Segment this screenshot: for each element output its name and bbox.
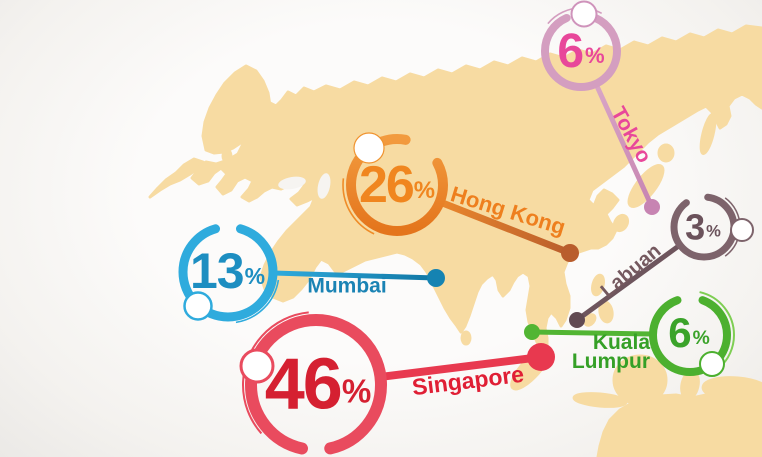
kuala-lumpur-percent-sign: % bbox=[692, 327, 710, 349]
kuala-lumpur-ring-accent-arc bbox=[645, 290, 735, 380]
kuala-lumpur-value-number: 6 bbox=[668, 309, 692, 357]
hong-kong-ring-arc bbox=[346, 134, 448, 236]
kuala-lumpur-value: 6% bbox=[668, 312, 710, 354]
mumbai-ring-arc bbox=[178, 222, 278, 322]
mumbai-label: Mumbai bbox=[307, 274, 387, 298]
hong-kong-percent-sign: % bbox=[413, 176, 435, 204]
labuan-value: 3% bbox=[685, 209, 721, 245]
singapore-value: 46% bbox=[265, 349, 372, 421]
labuan-percent-sign: % bbox=[706, 221, 721, 241]
hong-kong-ring-accent-arc bbox=[342, 130, 452, 240]
mumbai-percent-sign: % bbox=[244, 262, 265, 289]
island-taiwan bbox=[588, 229, 600, 247]
tokyo-value-number: 6 bbox=[557, 25, 585, 79]
tokyo-map-dot bbox=[644, 199, 660, 215]
island-hokkaido bbox=[657, 143, 675, 163]
hong-kong-map-dot bbox=[561, 244, 579, 262]
island-palawan bbox=[583, 313, 597, 327]
mumbai-map-dot bbox=[427, 269, 445, 287]
kuala-lumpur-callout bbox=[524, 290, 735, 380]
sea-black bbox=[278, 176, 306, 190]
kuala-lumpur-map-dot bbox=[524, 324, 540, 340]
tokyo-callout bbox=[537, 0, 660, 215]
island-kyushu bbox=[612, 213, 630, 233]
hong-kong-leader-line bbox=[436, 198, 574, 257]
tokyo-leader-line bbox=[593, 81, 655, 210]
island-hainan bbox=[550, 267, 562, 279]
kuala-lumpur-ring-arc bbox=[649, 294, 731, 376]
island-philippines-luzon bbox=[591, 273, 605, 297]
island-java bbox=[572, 392, 628, 408]
sea-caspian bbox=[317, 173, 331, 199]
singapore-ring-ball bbox=[239, 348, 275, 384]
mumbai-value-number: 13 bbox=[189, 243, 245, 299]
land-australia bbox=[596, 391, 762, 457]
labuan-ring-ball bbox=[730, 218, 754, 242]
tokyo-ring-ball bbox=[570, 0, 598, 28]
mumbai-leader-line bbox=[270, 270, 439, 281]
island-denmark bbox=[221, 148, 233, 164]
tokyo-ring-arc bbox=[541, 11, 621, 91]
tokyo-value: 6% bbox=[557, 28, 604, 76]
labuan-callout bbox=[569, 190, 754, 328]
singapore-ring-arc bbox=[245, 314, 387, 456]
kuala-lumpur-ring-ball bbox=[699, 351, 725, 377]
singapore-percent-sign: % bbox=[341, 373, 371, 411]
land-scandinavia bbox=[201, 64, 272, 155]
mumbai-ring-ball bbox=[183, 291, 213, 321]
singapore-map-dot bbox=[527, 343, 555, 371]
kuala-lumpur-label: Kuala Lumpur bbox=[571, 331, 650, 373]
island-srilanka bbox=[460, 330, 472, 346]
singapore-callout bbox=[239, 311, 555, 457]
tokyo-percent-sign: % bbox=[585, 43, 605, 69]
labuan-value-number: 3 bbox=[685, 206, 706, 248]
singapore-ring-accent-arc bbox=[242, 311, 390, 457]
labuan-map-dot bbox=[569, 312, 585, 328]
mumbai-callout bbox=[176, 220, 445, 324]
kuala-lumpur-leader-line bbox=[529, 329, 656, 337]
hong-kong-ring-ball bbox=[353, 132, 385, 164]
map-sea-group bbox=[278, 173, 331, 199]
hong-kong-value: 26% bbox=[358, 155, 435, 214]
singapore-leader-line bbox=[376, 353, 545, 381]
singapore-value-number: 46 bbox=[264, 344, 343, 425]
hong-kong-value-number: 26 bbox=[358, 155, 415, 214]
mumbai-value: 13% bbox=[189, 243, 265, 299]
hong-kong-callout bbox=[342, 130, 579, 262]
island-sakhalin bbox=[699, 113, 717, 155]
labuan-leader-line bbox=[574, 242, 683, 323]
